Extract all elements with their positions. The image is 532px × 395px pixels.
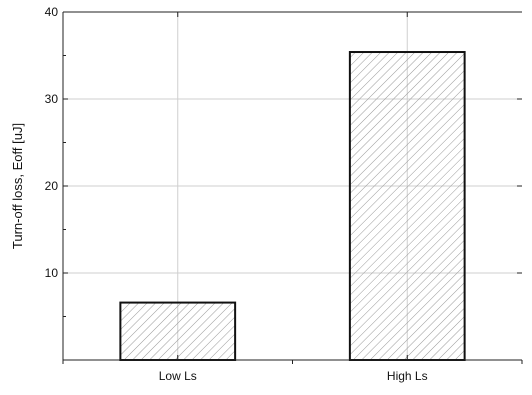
- bar-high-ls: [348, 51, 466, 362]
- y-tick-label: 10: [45, 266, 59, 280]
- tick-labels: 10 20 30 40 Low Ls High Ls: [45, 5, 428, 383]
- ticks: [62, 11, 523, 364]
- y-axis-title: Turn-off loss, Eoff [uJ]: [10, 123, 25, 249]
- y-tick-label: 30: [45, 92, 59, 106]
- bar-low-ls: [119, 301, 237, 361]
- x-tick-label: Low Ls: [159, 369, 197, 383]
- x-tick-label: High Ls: [387, 369, 428, 383]
- y-tick-label: 40: [45, 5, 59, 19]
- bars: [119, 51, 466, 362]
- y-tick-label: 20: [45, 179, 59, 193]
